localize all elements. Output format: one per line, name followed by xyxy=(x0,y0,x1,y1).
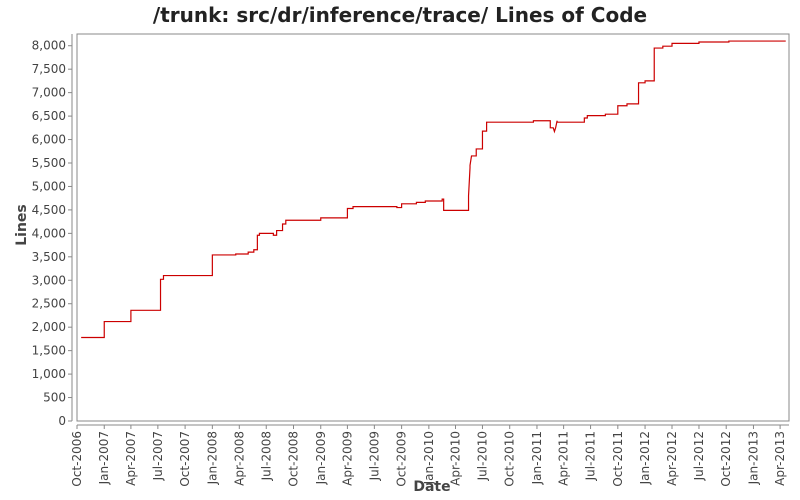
x-tick-label: Apr-2007 xyxy=(124,431,138,486)
y-tick-label: 0 xyxy=(58,414,66,428)
x-tick-label: Apr-2008 xyxy=(232,431,246,486)
y-tick-label: 6,500 xyxy=(32,109,66,123)
chart-title: /trunk: src/dr/inference/trace/ Lines of… xyxy=(153,3,647,27)
y-tick-label: 500 xyxy=(43,391,66,405)
x-tick-label: Oct-2006 xyxy=(70,431,84,487)
y-tick-label: 2,500 xyxy=(32,297,66,311)
x-tick-label: Jan-2010 xyxy=(422,431,436,485)
x-tick-label: Jul-2011 xyxy=(584,431,598,481)
x-axis-title: Date xyxy=(413,479,450,495)
y-tick-label: 1,000 xyxy=(32,367,66,381)
x-tick-label: Oct-2012 xyxy=(719,431,733,487)
x-tick-label: Oct-2010 xyxy=(503,431,517,487)
y-tick-label: 2,000 xyxy=(32,320,66,334)
y-tick-label: 6,000 xyxy=(32,133,66,147)
y-tick-label: 4,000 xyxy=(32,226,66,240)
x-tick-label: Jan-2008 xyxy=(205,431,219,485)
y-tick-label: 8,000 xyxy=(32,39,66,53)
y-tick-label: 5,500 xyxy=(32,156,66,170)
plot-area xyxy=(76,33,790,422)
x-axis: Oct-2006 Jan-2007 Apr-2007 Jul-2007 Oct-2007… xyxy=(70,424,789,487)
y-axis-title: Lines xyxy=(14,204,30,246)
x-tick-label: Oct-2007 xyxy=(178,431,192,487)
x-tick-label: Apr-2012 xyxy=(665,431,679,486)
x-tick-label: Jul-2012 xyxy=(692,431,706,481)
x-tick-label: Jan-2013 xyxy=(746,431,760,485)
y-tick-label: 3,500 xyxy=(32,250,66,264)
y-tick-label: 7,000 xyxy=(32,86,66,100)
x-tick-label: Jan-2011 xyxy=(530,431,544,485)
x-tick-label: Apr-2009 xyxy=(340,431,354,486)
x-tick-label: Jul-2010 xyxy=(475,431,489,481)
y-tick-label: 3,000 xyxy=(32,273,66,287)
x-tick-label: Jan-2007 xyxy=(97,431,111,485)
x-tick-label: Apr-2013 xyxy=(773,431,787,486)
x-tick-label: Oct-2008 xyxy=(287,431,301,487)
y-tick-label: 5,000 xyxy=(32,179,66,193)
y-axis: 0 500 1,000 1,500 2,000 2,500 3,000 3,500 4,000 4… xyxy=(32,34,73,428)
y-tick-label: 7,500 xyxy=(32,62,66,76)
series-layer xyxy=(81,40,786,339)
x-tick-label: Jul-2007 xyxy=(151,431,165,481)
x-tick-label: Oct-2009 xyxy=(395,431,409,487)
x-tick-label: Oct-2011 xyxy=(611,431,625,487)
x-tick-label: Jan-2009 xyxy=(314,431,328,485)
x-tick-label: Jan-2012 xyxy=(638,431,652,485)
x-tick-label: Jul-2008 xyxy=(259,431,273,481)
y-tick-label: 1,500 xyxy=(32,344,66,358)
y-tick-label: 4,500 xyxy=(32,203,66,217)
x-tick-label: Apr-2011 xyxy=(557,431,571,486)
series-line xyxy=(81,40,786,339)
x-tick-label: Apr-2010 xyxy=(449,431,463,486)
x-tick-label: Jul-2009 xyxy=(367,431,381,481)
